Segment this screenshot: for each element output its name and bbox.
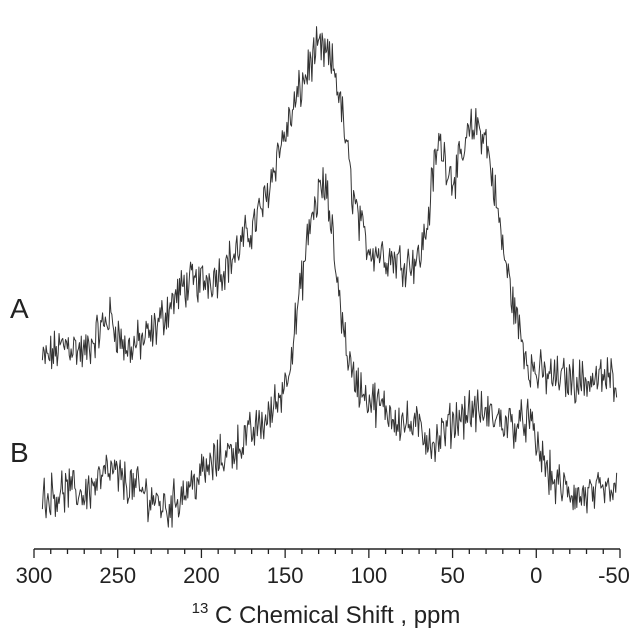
x-tick-label: 150 — [267, 563, 304, 588]
x-axis: 300 250 200 150 100 50 0 -50 — [16, 548, 630, 588]
x-tick-label: 50 — [440, 563, 464, 588]
trace-b-line — [41, 167, 618, 528]
x-axis-title: 13 C Chemical Shift , ppm — [192, 592, 461, 629]
x-tick-label: -50 — [598, 563, 630, 588]
x-axis-title-text: C Chemical Shift , ppm — [215, 602, 460, 629]
trace-b-label: B — [10, 437, 29, 468]
x-tick-label: 100 — [350, 563, 387, 588]
spectrum-traces — [41, 26, 618, 528]
x-tick-label: 0 — [530, 563, 542, 588]
x-axis-title-superscript: 13 — [192, 600, 209, 617]
trace-a-label: A — [10, 293, 29, 324]
trace-labels: AB — [10, 293, 29, 468]
x-tick-label: 300 — [16, 563, 53, 588]
x-tick-label: 200 — [183, 563, 220, 588]
x-tick-label: 250 — [99, 563, 136, 588]
trace-a-line — [41, 26, 618, 404]
